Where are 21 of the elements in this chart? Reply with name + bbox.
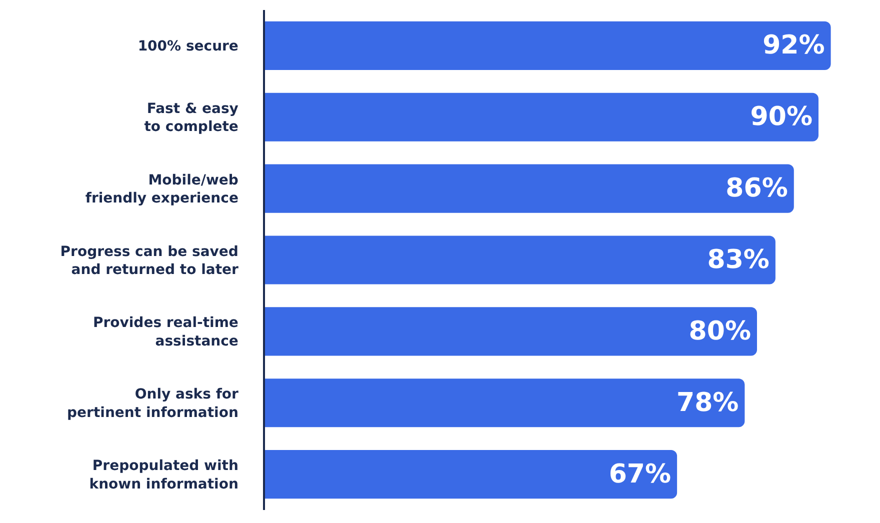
y-tick-label: Provides real-time assistance — [92, 315, 238, 350]
data-label: 90% — [750, 102, 812, 132]
y-tick-label: Only asks for pertinent information — [67, 386, 239, 421]
bar — [265, 236, 776, 284]
y-tick-label: Prepopulated with known information — [89, 458, 238, 492]
y-tick-label: Fast & easy to complete — [144, 100, 238, 136]
data-label: 83% — [707, 245, 770, 275]
bar — [265, 92, 818, 142]
bar — [265, 450, 678, 499]
y-tick-label: Mobile/web friendly experience — [85, 172, 238, 207]
bar — [265, 164, 794, 213]
bar — [265, 21, 831, 70]
y-tick-label: 100% secure — [138, 38, 238, 55]
y-tick-label: Progress can be saved and returned to later — [60, 244, 239, 278]
data-label: 92% — [762, 30, 825, 61]
bar — [265, 378, 745, 428]
bar — [265, 307, 757, 356]
data-label: 80% — [688, 316, 751, 346]
data-label: 78% — [676, 388, 739, 418]
data-label: 86% — [726, 174, 788, 204]
data-label: 67% — [608, 459, 672, 490]
